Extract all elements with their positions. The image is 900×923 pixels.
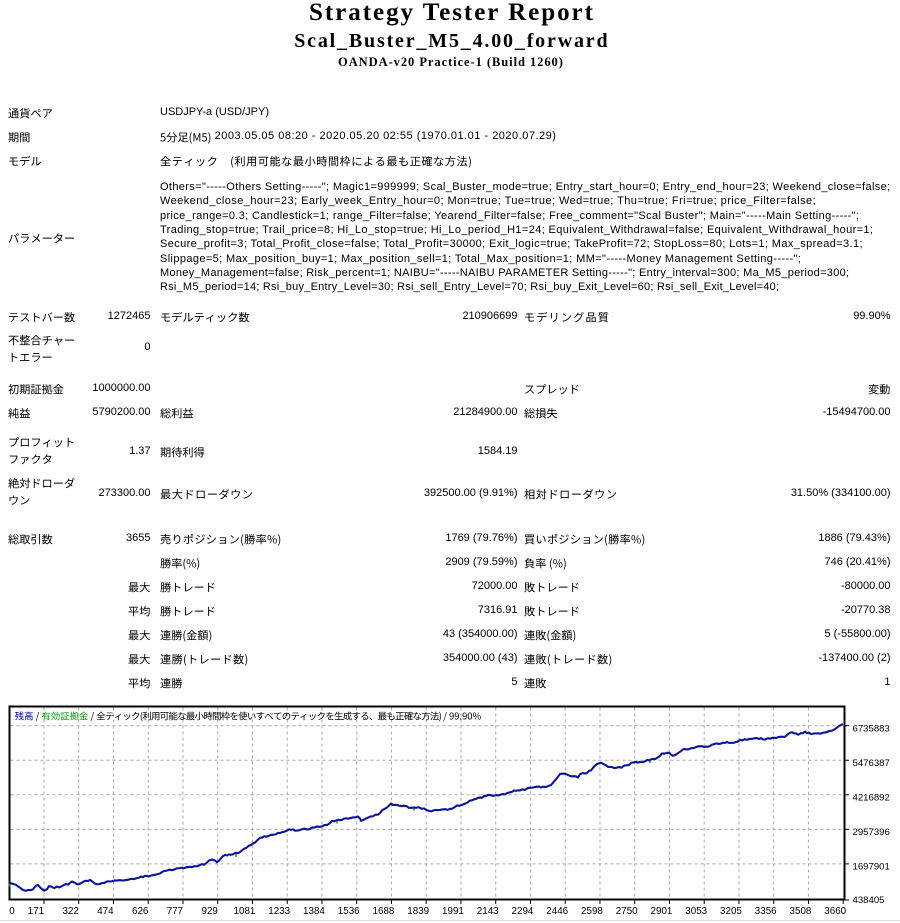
svg-text:3205: 3205 [720, 906, 742, 917]
svg-text:2901: 2901 [651, 906, 673, 917]
svg-text:2294: 2294 [512, 906, 534, 917]
svg-text:1697901: 1697901 [853, 862, 890, 873]
svg-text:1233: 1233 [268, 906, 290, 917]
svg-text:929: 929 [202, 906, 218, 917]
svg-text:1384: 1384 [303, 906, 325, 917]
svg-text:5476387: 5476387 [853, 758, 890, 769]
svg-text:6735883: 6735883 [853, 723, 890, 734]
svg-text:3660: 3660 [824, 906, 846, 917]
svg-text:1839: 1839 [407, 906, 429, 917]
svg-text:171: 171 [28, 906, 44, 917]
svg-text:3053: 3053 [685, 906, 707, 917]
svg-text:1536: 1536 [338, 906, 360, 917]
svg-text:777: 777 [167, 906, 183, 917]
svg-text:2446: 2446 [546, 906, 568, 917]
svg-text:438405: 438405 [853, 895, 885, 906]
svg-text:1991: 1991 [442, 906, 464, 917]
svg-text:322: 322 [63, 906, 79, 917]
svg-text:4216892: 4216892 [853, 792, 890, 803]
svg-text:474: 474 [97, 906, 114, 917]
svg-text:2598: 2598 [581, 906, 603, 917]
svg-text:1081: 1081 [234, 906, 256, 917]
svg-text:0: 0 [9, 906, 15, 917]
svg-text:2143: 2143 [477, 906, 499, 917]
svg-text:3508: 3508 [790, 906, 812, 917]
svg-text:2750: 2750 [616, 906, 638, 917]
svg-text:3356: 3356 [755, 906, 777, 917]
svg-text:2957396: 2957396 [853, 827, 890, 838]
svg-text:1688: 1688 [373, 906, 395, 917]
svg-text:626: 626 [132, 906, 149, 917]
